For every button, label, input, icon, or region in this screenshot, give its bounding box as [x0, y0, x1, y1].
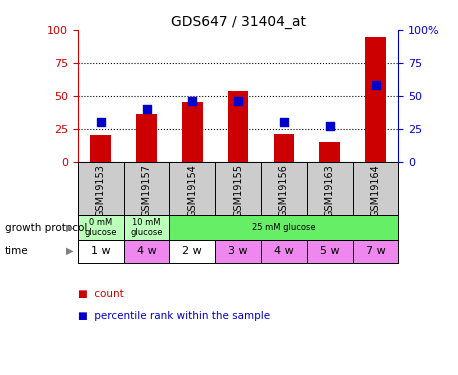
Bar [215, 240, 261, 262]
Bar [307, 240, 353, 262]
Text: 4 w: 4 w [274, 246, 294, 256]
Point [326, 123, 333, 129]
Point [97, 119, 104, 125]
Bar [228, 91, 248, 162]
Bar [319, 142, 340, 162]
Bar [136, 114, 157, 162]
Text: 2 w: 2 w [182, 246, 202, 256]
Bar [273, 134, 294, 162]
Bar [353, 240, 398, 262]
Text: GSM19154: GSM19154 [187, 164, 197, 217]
Text: growth protocol: growth protocol [5, 222, 87, 232]
Bar [169, 215, 398, 240]
Bar [365, 37, 386, 162]
Title: GDS647 / 31404_at: GDS647 / 31404_at [171, 15, 305, 29]
Text: 25 mM glucose: 25 mM glucose [252, 223, 316, 232]
Text: 10 mM
glucose: 10 mM glucose [131, 218, 163, 237]
Text: ■  count: ■ count [78, 289, 124, 299]
Bar [90, 135, 111, 162]
Text: ▶: ▶ [66, 246, 73, 256]
Text: GSM19155: GSM19155 [233, 164, 243, 218]
Text: time: time [5, 246, 28, 256]
Text: GSM19157: GSM19157 [142, 164, 152, 218]
Text: 5 w: 5 w [320, 246, 339, 256]
Bar [78, 215, 124, 240]
Point [280, 119, 288, 125]
Bar [124, 240, 169, 262]
Point [372, 82, 379, 88]
Point [143, 106, 150, 112]
Point [234, 98, 242, 104]
Text: 7 w: 7 w [365, 246, 386, 256]
Text: GSM19156: GSM19156 [279, 164, 289, 217]
Text: ■  percentile rank within the sample: ■ percentile rank within the sample [78, 311, 270, 321]
Text: ▶: ▶ [66, 222, 73, 232]
Text: 4 w: 4 w [136, 246, 157, 256]
Text: 1 w: 1 w [91, 246, 110, 256]
Text: GSM19153: GSM19153 [96, 164, 106, 217]
Bar [261, 240, 307, 262]
Text: GSM19163: GSM19163 [325, 164, 335, 217]
Bar [169, 240, 215, 262]
Text: 3 w: 3 w [229, 246, 248, 256]
Point [189, 98, 196, 104]
Bar [78, 240, 124, 262]
Bar [182, 102, 202, 162]
Text: GSM19164: GSM19164 [371, 164, 381, 217]
Bar [124, 215, 169, 240]
Text: 0 mM
glucose: 0 mM glucose [85, 218, 117, 237]
